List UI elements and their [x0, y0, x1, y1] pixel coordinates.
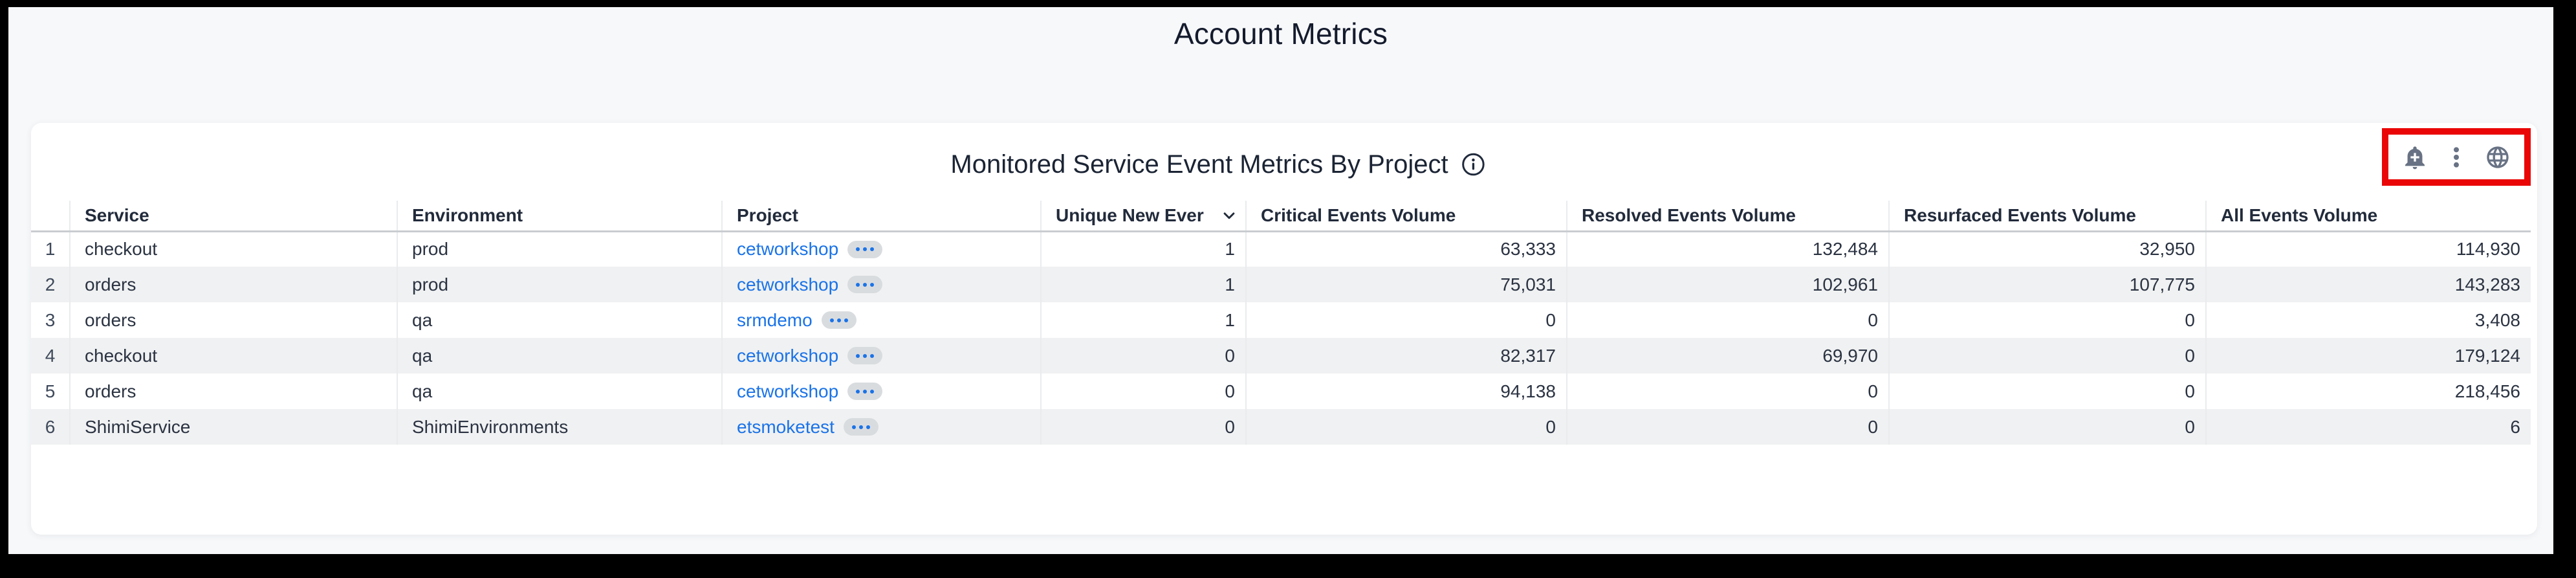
col-header-resurfaced[interactable]: Resurfaced Events Volume — [1888, 201, 2206, 232]
project-link[interactable]: cetworkshop — [737, 345, 839, 366]
col-header-service[interactable]: Service — [69, 201, 397, 232]
panel-title: Monitored Service Event Metrics By Proje… — [950, 150, 1448, 179]
row-index-cell: 3 — [45, 309, 56, 330]
kebab-menu-icon[interactable] — [2443, 144, 2469, 170]
project-cell: cetworkshop — [721, 267, 1041, 302]
all-volume-cell: 218,456 — [2205, 373, 2531, 409]
resolved-volume-cell: 0 — [1566, 373, 1889, 409]
resolved-volume-cell: 132,484 — [1566, 231, 1889, 267]
all-volume-cell: 114,930 — [2205, 231, 2531, 267]
project-link[interactable]: cetworkshop — [737, 239, 839, 260]
environment-cell: qa — [397, 373, 722, 409]
row-index-cell: 5 — [45, 381, 56, 401]
resolved-volume-cell: 102,961 — [1566, 267, 1889, 302]
unique-new-cell: 1 — [1040, 231, 1246, 267]
unique-new-cell: 0 — [1040, 409, 1246, 445]
ellipsis-pill[interactable] — [847, 347, 883, 364]
critical-volume-cell: 0 — [1245, 409, 1567, 445]
all-volume-cell: 179,124 — [2205, 338, 2531, 373]
table-row: 5 orders qa cetworkshop 0 94,138 0 0 218,456 — [31, 373, 2531, 409]
unique-new-cell: 0 — [1040, 373, 1246, 409]
row-index-cell: 2 — [45, 274, 56, 295]
info-icon[interactable] — [1460, 151, 1487, 178]
col-header-all[interactable]: All Events Volume — [2205, 201, 2531, 232]
table-row: 3 orders qa srmdemo 1 0 0 0 3,408 — [31, 302, 2531, 338]
environment-cell: qa — [397, 338, 722, 373]
critical-volume-cell: 75,031 — [1245, 267, 1567, 302]
table-row: 1 checkout prod cetworkshop 1 63,333 132,484 32… — [31, 231, 2531, 267]
unique-new-cell: 1 — [1040, 302, 1246, 338]
critical-volume-cell: 94,138 — [1245, 373, 1567, 409]
environment-cell: prod — [397, 231, 722, 267]
service-cell: ShimiService — [69, 409, 397, 445]
dashboard-background: Account Metrics Monitored Service Event … — [8, 7, 2553, 554]
metrics-table: Service Environment Project Unique New Ever… — [31, 201, 2531, 445]
header-row: Service Environment Project Unique New Ever… — [31, 201, 2531, 232]
resurfaced-volume-cell: 32,950 — [1888, 231, 2206, 267]
col-header-environment[interactable]: Environment — [397, 201, 722, 232]
project-link[interactable]: cetworkshop — [737, 381, 839, 401]
project-cell: cetworkshop — [721, 338, 1041, 373]
ellipsis-pill[interactable] — [847, 383, 883, 400]
resurfaced-volume-cell: 107,775 — [1888, 267, 2206, 302]
annotation-highlight-box — [2382, 128, 2531, 186]
ellipsis-pill[interactable] — [843, 418, 879, 436]
table-row: 2 orders prod cetworkshop 1 75,031 102,961 107,… — [31, 267, 2531, 302]
table-body: 1 checkout prod cetworkshop 1 63,333 132,484 32… — [31, 231, 2531, 445]
unique-new-cell: 1 — [1040, 267, 1246, 302]
table-row: 4 checkout qa cetworkshop 0 82,317 69,970 0 179,… — [31, 338, 2531, 373]
all-volume-cell: 143,283 — [2205, 267, 2531, 302]
resurfaced-volume-cell: 0 — [1888, 373, 2206, 409]
all-volume-cell: 3,408 — [2205, 302, 2531, 338]
project-cell: cetworkshop — [721, 373, 1041, 409]
add-alert-icon[interactable] — [2402, 144, 2428, 170]
page-title: Account Metrics — [1173, 17, 1388, 50]
environment-cell: qa — [397, 302, 722, 338]
col-header-resolved[interactable]: Resolved Events Volume — [1566, 201, 1889, 232]
service-cell: orders — [69, 302, 397, 338]
project-link[interactable]: etsmoketest — [737, 416, 835, 437]
project-cell: cetworkshop — [721, 231, 1041, 267]
metrics-panel: Monitored Service Event Metrics By Proje… — [31, 123, 2537, 535]
project-cell: etsmoketest — [721, 409, 1041, 445]
service-cell: checkout — [69, 338, 397, 373]
col-header-index — [31, 201, 70, 232]
service-cell: orders — [69, 267, 397, 302]
table-header: Service Environment Project Unique New Ever… — [31, 201, 2531, 232]
environment-cell: prod — [397, 267, 722, 302]
ellipsis-pill[interactable] — [821, 311, 857, 329]
environment-cell: ShimiEnvironments — [397, 409, 722, 445]
resurfaced-volume-cell: 0 — [1888, 409, 2206, 445]
panel-title-wrap: Monitored Service Event Metrics By Proje… — [950, 146, 1487, 183]
project-link[interactable]: cetworkshop — [737, 274, 839, 295]
resolved-volume-cell: 0 — [1566, 302, 1889, 338]
resurfaced-volume-cell: 0 — [1888, 302, 2206, 338]
row-index-cell: 1 — [45, 239, 56, 260]
resolved-volume-cell: 0 — [1566, 409, 1889, 445]
col-header-unique_new[interactable]: Unique New Ever — [1040, 201, 1246, 232]
sort-desc-icon — [1223, 212, 1235, 219]
globe-icon[interactable] — [2485, 144, 2511, 170]
resurfaced-volume-cell: 0 — [1888, 338, 2206, 373]
critical-volume-cell: 0 — [1245, 302, 1567, 338]
ellipsis-pill[interactable] — [847, 240, 883, 258]
ellipsis-pill[interactable] — [847, 276, 883, 293]
resolved-volume-cell: 69,970 — [1566, 338, 1889, 373]
critical-volume-cell: 82,317 — [1245, 338, 1567, 373]
col-header-critical[interactable]: Critical Events Volume — [1245, 201, 1567, 232]
unique-new-cell: 0 — [1040, 338, 1246, 373]
col-header-project[interactable]: Project — [721, 201, 1041, 232]
col-header-label: Unique New Ever — [1056, 205, 1204, 225]
row-index-cell: 6 — [45, 416, 56, 437]
project-link[interactable]: srmdemo — [737, 309, 813, 330]
table-row: 6 ShimiService ShimiEnvironments etsmoketes… — [31, 409, 2531, 445]
row-index-cell: 4 — [45, 345, 56, 366]
all-volume-cell: 6 — [2205, 409, 2531, 445]
service-cell: checkout — [69, 231, 397, 267]
critical-volume-cell: 63,333 — [1245, 231, 1567, 267]
project-cell: srmdemo — [721, 302, 1041, 338]
service-cell: orders — [69, 373, 397, 409]
